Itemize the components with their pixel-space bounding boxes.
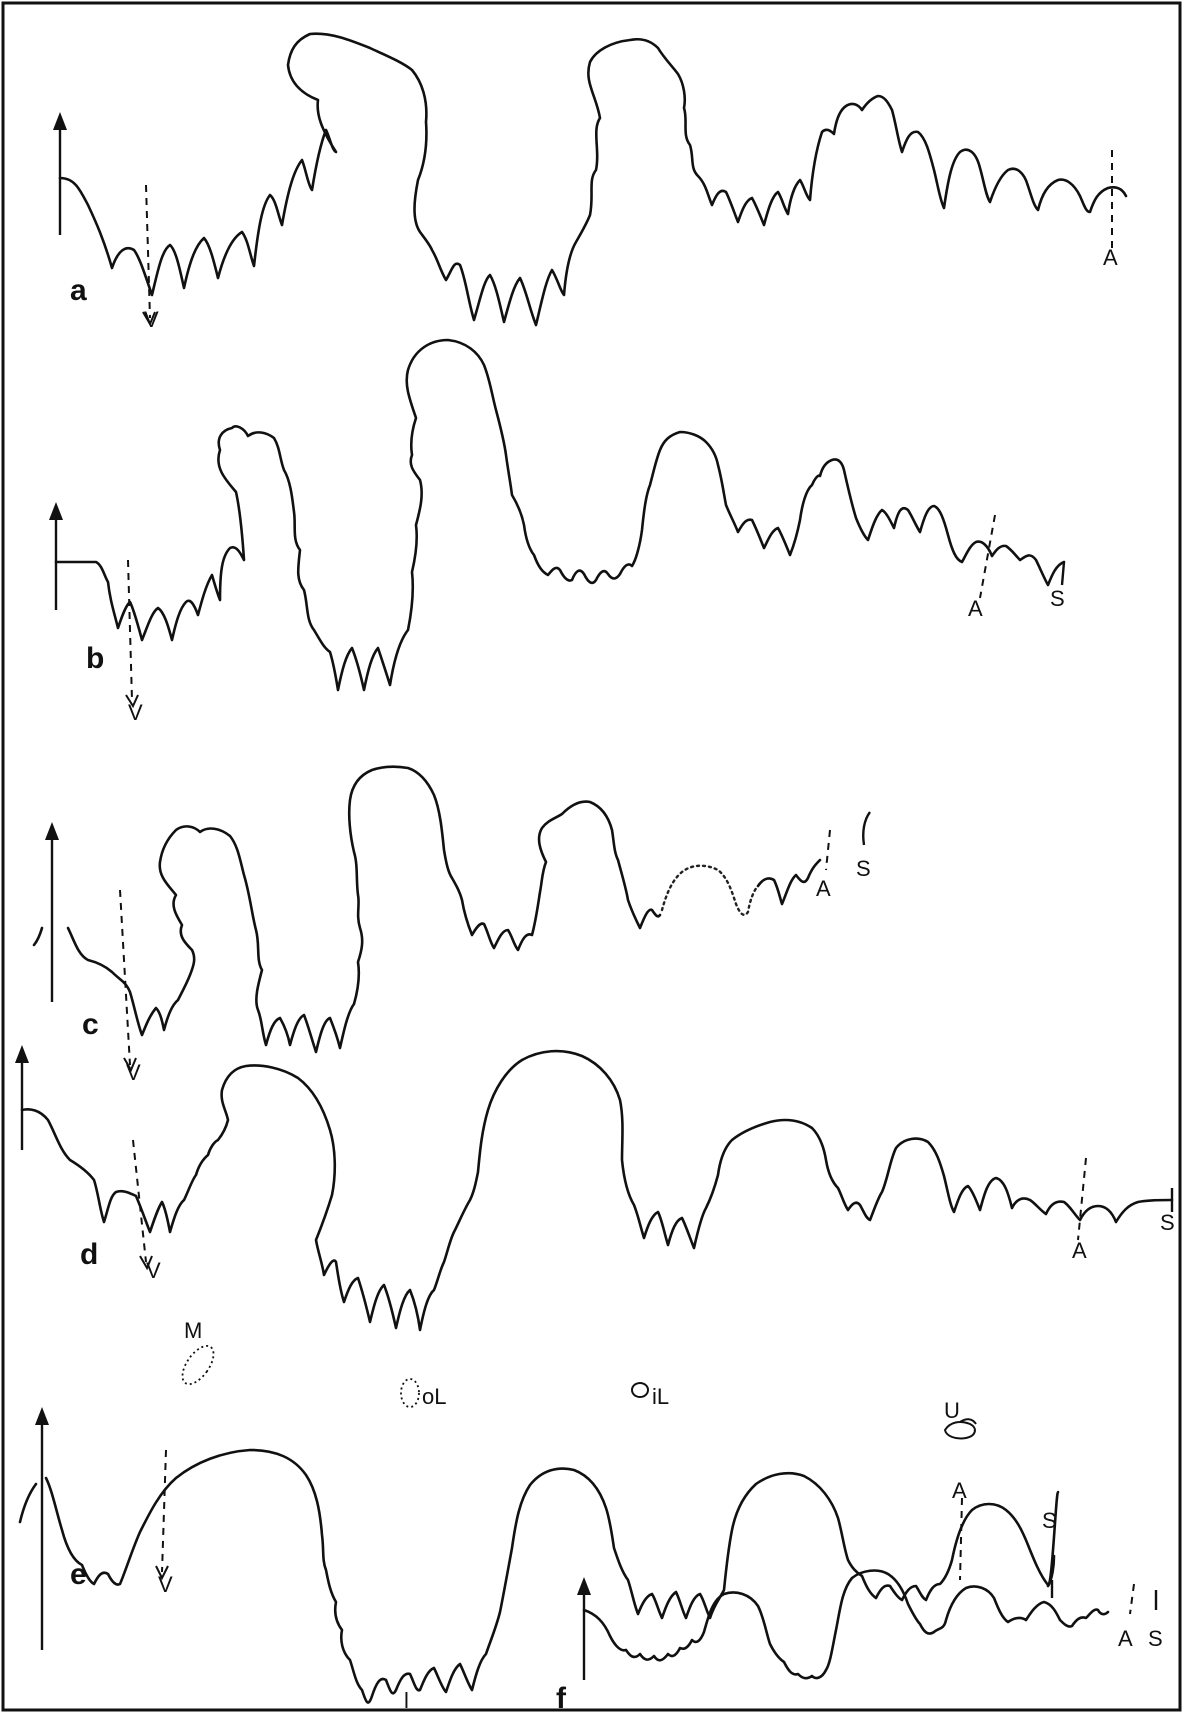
profile-trace-f	[582, 1569, 1110, 1680]
orientation-arrow-icon	[577, 1577, 591, 1680]
marker-v-d: V	[146, 1258, 161, 1283]
panel-f: f A S	[556, 1569, 1163, 1713]
panel-letter-b: b	[86, 642, 104, 675]
marker-s-f: S	[1148, 1626, 1163, 1651]
profile-trace-a	[58, 32, 1128, 327]
marker-ol-e: oL	[422, 1384, 446, 1409]
outline-u-icon	[943, 1418, 977, 1440]
dashed-line-v-d	[132, 1139, 147, 1263]
v-arrowhead-icon	[155, 1565, 169, 1581]
dashed-line-a-e	[959, 1497, 963, 1581]
marker-m-e: M	[184, 1318, 202, 1343]
marker-v-c: V	[126, 1060, 141, 1085]
profile-trace-b	[54, 338, 1066, 692]
marker-a-e: A	[952, 1478, 967, 1503]
profile-dotted-segment-c	[660, 864, 760, 916]
profile-trace-c	[66, 765, 662, 1054]
panel-a: a V A	[53, 32, 1128, 332]
marker-a-d: A	[1072, 1238, 1087, 1263]
dashed-line-v-b	[127, 559, 133, 701]
panel-letter-a: a	[70, 274, 87, 307]
dashed-line-v-c	[119, 889, 131, 1066]
dashed-line-a-c	[825, 829, 831, 871]
dashed-line-a-b	[979, 514, 996, 599]
profile-trace-d	[20, 1049, 1174, 1332]
marker-v-b: V	[128, 700, 143, 725]
v-arrowhead-icon	[139, 1255, 153, 1271]
marker-v-e: V	[158, 1572, 173, 1597]
outline-ol-icon	[400, 1378, 420, 1408]
marker-s-c: S	[856, 856, 871, 881]
panel-letter-d: d	[80, 1238, 98, 1271]
panel-b: b V A S	[49, 338, 1066, 725]
tick-s-b	[1060, 561, 1066, 586]
marker-a-f: A	[1118, 1626, 1133, 1651]
orientation-arrow-icon	[35, 1407, 49, 1650]
orientation-arrow-icon	[49, 502, 63, 610]
profile-stub-c	[32, 926, 44, 947]
profile-tail-c	[756, 858, 822, 906]
dashed-line-a-d	[1077, 1157, 1087, 1241]
panel-d: d V A S	[15, 1045, 1175, 1332]
tick-s-c	[862, 811, 871, 846]
v-arrowhead-icon	[142, 311, 156, 327]
marker-u-e: U	[944, 1398, 960, 1423]
panel-letter-e: e	[70, 1558, 87, 1591]
v-arrowhead-icon	[123, 1057, 137, 1073]
marker-a-a: A	[1103, 245, 1118, 270]
outline-m-icon	[181, 1345, 215, 1385]
panel-letter-f: f	[556, 1682, 567, 1713]
marker-a-c: A	[816, 876, 831, 901]
v-arrowhead-icon	[125, 694, 139, 709]
orientation-arrow-icon	[45, 822, 59, 1002]
dashed-line-v-a	[145, 184, 151, 319]
marker-s-b: S	[1050, 586, 1065, 611]
marker-a-b: A	[968, 596, 983, 621]
profile-tail-e	[1046, 1554, 1056, 1588]
orientation-arrow-icon	[53, 112, 67, 235]
outline-il-icon	[631, 1382, 649, 1398]
profile-trace-e	[44, 1448, 1060, 1704]
marker-l-e: l	[404, 1688, 409, 1713]
panel-letter-c: c	[82, 1008, 99, 1041]
panel-e: e M V oL iL U A S l	[18, 1318, 1060, 1713]
marker-s-d: S	[1160, 1210, 1175, 1235]
marker-s-e: S	[1042, 1508, 1057, 1533]
marker-v-a: V	[144, 307, 159, 332]
dashed-line-v-e	[161, 1449, 167, 1573]
profile-stub-e	[18, 1482, 38, 1524]
dashed-line-a-f	[1129, 1583, 1135, 1615]
orientation-arrow-icon	[15, 1045, 29, 1150]
panel-c: c V A S	[32, 765, 871, 1085]
marker-il-e: iL	[652, 1384, 669, 1409]
